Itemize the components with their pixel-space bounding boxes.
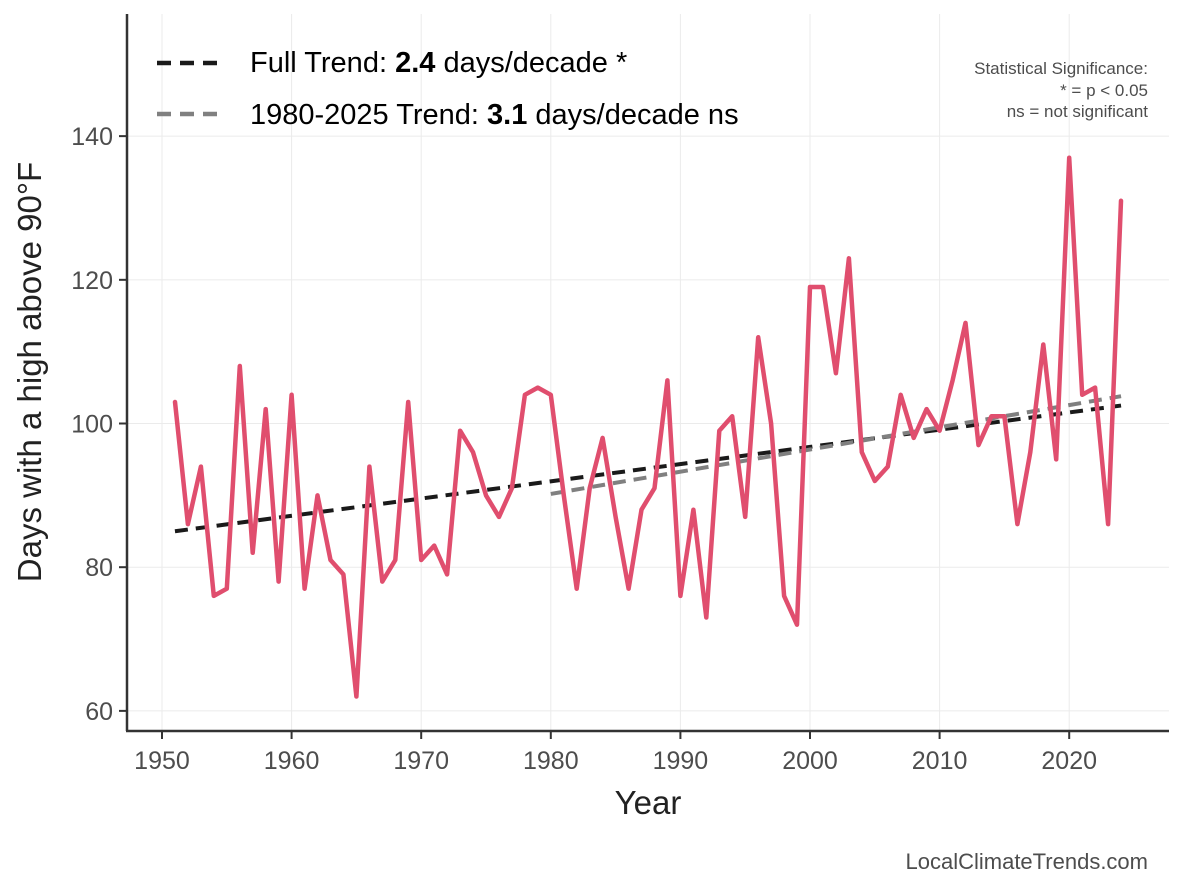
y-tick-label: 60	[85, 698, 113, 726]
y-tick-label: 120	[71, 267, 113, 295]
y-tick-label: 140	[71, 123, 113, 151]
y-axis-title: Days with a high above 90°F	[11, 162, 48, 582]
x-tick-label: 2000	[782, 747, 838, 775]
series-line	[172, 155, 1124, 699]
legend: Full Trend: 2.4 days/decade * 1980-2025 …	[157, 47, 739, 131]
trend-lines	[174, 394, 1122, 534]
grid-lines	[127, 14, 1169, 731]
x-tick-label: 1950	[134, 747, 190, 775]
x-axis-title: Year	[615, 784, 682, 821]
full-trend-line	[174, 403, 1122, 534]
x-ticks: 1950 1960 1970 1980 1990 2000 2010 2020	[134, 731, 1097, 775]
legend-value-full-trend: 2.4	[395, 47, 435, 79]
x-tick-label: 2020	[1041, 747, 1097, 775]
significance-note-line3: ns = not significant	[1007, 102, 1149, 121]
x-tick-label: 1990	[653, 747, 709, 775]
x-tick-label: 1980	[523, 747, 579, 775]
recent-trend-line	[550, 394, 1122, 496]
x-tick-label: 1960	[264, 747, 320, 775]
legend-label-full-trend: Full Trend: 2.4 days/decade *	[250, 47, 627, 79]
y-tick-label: 100	[71, 411, 113, 439]
legend-label-recent-trend: 1980-2025 Trend: 3.1 days/decade ns	[250, 99, 739, 131]
y-ticks: 60 80 100 120 140	[71, 123, 127, 726]
y-tick-label: 80	[85, 554, 113, 582]
legend-value-recent-trend: 3.1	[487, 99, 527, 131]
axes	[125, 14, 1169, 733]
credit-text: LocalClimateTrends.com	[906, 849, 1149, 874]
x-tick-label: 1970	[393, 747, 449, 775]
significance-note-line2: * = p < 0.05	[1060, 81, 1148, 100]
significance-note-line1: Statistical Significance:	[974, 59, 1148, 78]
x-tick-label: 2010	[912, 747, 968, 775]
data-series	[172, 155, 1124, 699]
significance-note: Statistical Significance: * = p < 0.05 n…	[974, 59, 1148, 121]
